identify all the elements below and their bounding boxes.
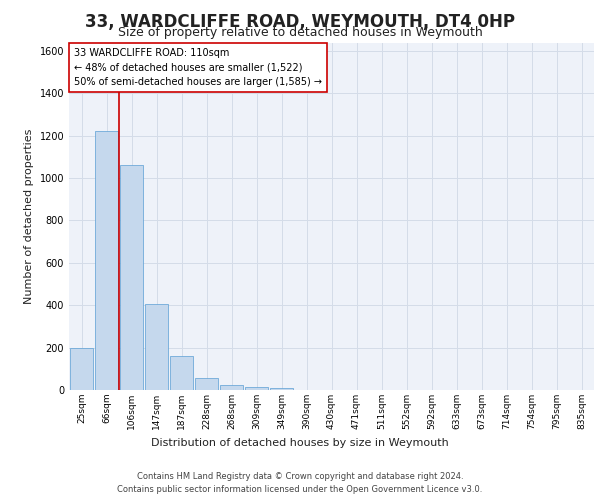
Bar [170,356,193,390]
Text: Distribution of detached houses by size in Weymouth: Distribution of detached houses by size … [151,438,449,448]
Bar [194,378,218,390]
Bar [95,132,118,390]
Bar [245,387,268,390]
Text: 33, WARDCLIFFE ROAD, WEYMOUTH, DT4 0HP: 33, WARDCLIFFE ROAD, WEYMOUTH, DT4 0HP [85,12,515,30]
Bar [145,304,169,390]
Text: Contains HM Land Registry data © Crown copyright and database right 2024.
Contai: Contains HM Land Registry data © Crown c… [118,472,482,494]
Text: Size of property relative to detached houses in Weymouth: Size of property relative to detached ho… [118,26,482,39]
Bar [269,388,293,390]
Bar [220,384,244,390]
Y-axis label: Number of detached properties: Number of detached properties [24,128,34,304]
Bar [119,166,143,390]
Bar [70,348,94,390]
Text: 33 WARDCLIFFE ROAD: 110sqm
← 48% of detached houses are smaller (1,522)
50% of s: 33 WARDCLIFFE ROAD: 110sqm ← 48% of deta… [74,48,322,88]
